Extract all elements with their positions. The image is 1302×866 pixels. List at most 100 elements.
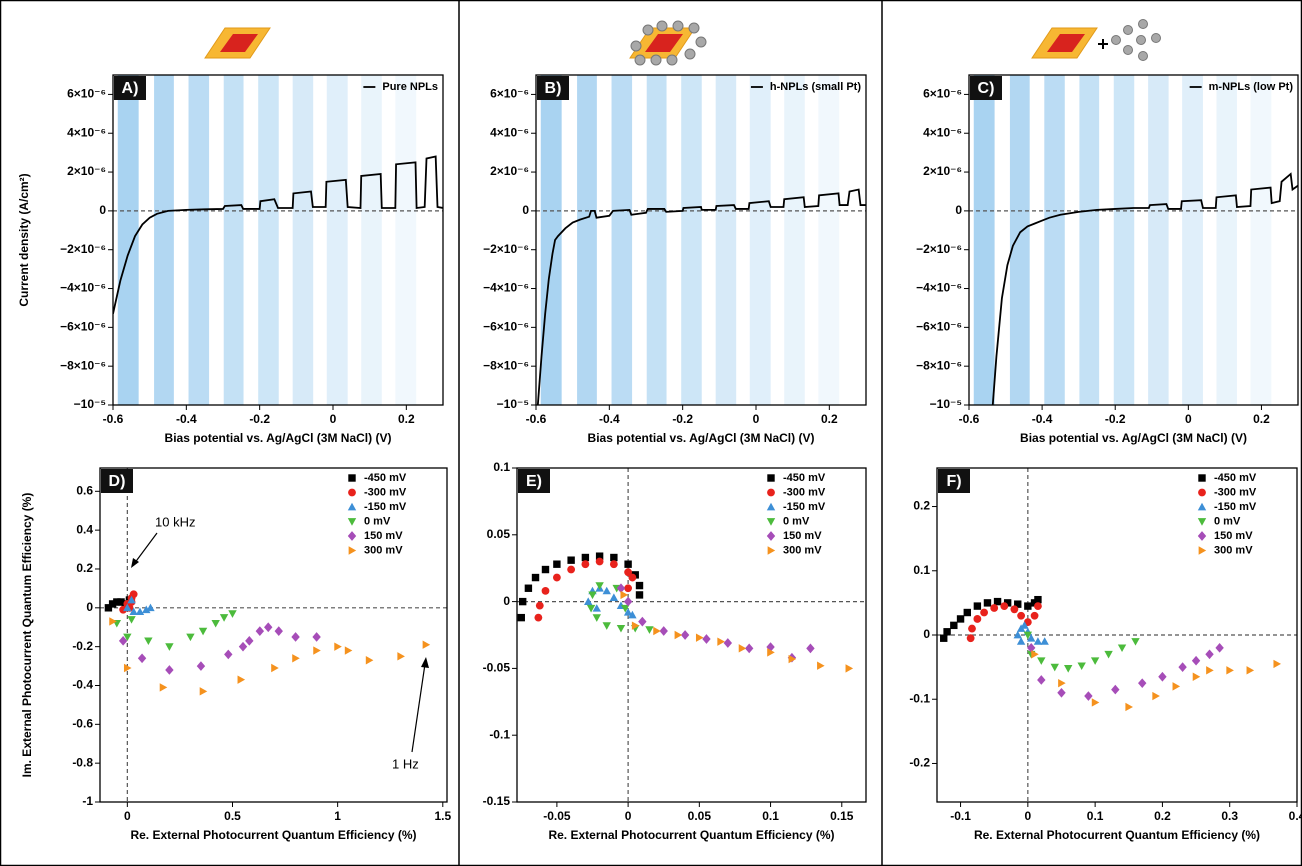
- x-tick-label: -0.6: [959, 412, 980, 426]
- x-tick-label: 0: [1024, 809, 1031, 823]
- legend-label: -300 mV: [364, 486, 407, 498]
- marker: [973, 602, 982, 610]
- panel-label-box: [518, 469, 550, 493]
- y-tick-label: 0.1: [913, 563, 930, 577]
- legend-marker: [347, 531, 357, 541]
- line: [536, 188, 866, 405]
- y-tick-label: 2×10⁻⁶: [923, 164, 962, 178]
- marker: [1205, 649, 1214, 660]
- marker: [517, 613, 525, 622]
- y-tick-label: 0: [923, 627, 930, 641]
- light-band: [1113, 75, 1135, 405]
- annotation-arrow: [421, 657, 429, 668]
- marker: [518, 597, 527, 606]
- x-tick-label: 0.2: [398, 412, 415, 426]
- marker: [968, 624, 976, 633]
- light-band: [540, 75, 562, 405]
- marker: [144, 637, 153, 646]
- panel-label: B): [545, 80, 562, 97]
- x-axis-title: Bias potential vs. Ag/AgCl (3M NaCl) (V): [1020, 431, 1247, 445]
- panel-label-box: [938, 469, 970, 493]
- x-axis-title: Re. External Photocurrent Quantum Effici…: [548, 828, 834, 842]
- legend-label: -450 mV: [1214, 472, 1257, 484]
- legend-label: 0 mV: [783, 515, 810, 527]
- marker: [1030, 611, 1039, 620]
- x-tick-label: -0.05: [543, 809, 571, 823]
- light-band: [292, 75, 314, 405]
- annotation: 1 Hz: [392, 756, 419, 771]
- marker: [628, 610, 637, 619]
- marker: [584, 597, 593, 605]
- panel-label: F): [946, 473, 961, 490]
- marker: [1024, 602, 1032, 610]
- marker: [645, 626, 654, 634]
- marker: [1273, 659, 1282, 669]
- marker: [621, 604, 630, 613]
- x-tick-label: -0.4: [599, 412, 620, 426]
- marker: [993, 597, 1002, 606]
- x-tick-label: 0.1: [1087, 809, 1104, 823]
- light-band: [611, 75, 633, 405]
- line: [113, 155, 443, 314]
- marker: [165, 665, 174, 675]
- marker: [567, 565, 576, 574]
- plot-frame: [516, 467, 867, 803]
- light-band: [749, 75, 771, 405]
- y-tick-label: −8×10⁻⁶: [916, 358, 962, 372]
- panel-label: A): [122, 80, 139, 97]
- marker: [680, 630, 690, 640]
- x-tick-label: 0.4: [1289, 809, 1302, 823]
- x-tick-label: 0: [124, 809, 131, 823]
- marker: [535, 601, 544, 610]
- line: [991, 172, 1298, 405]
- x-tick-label: 0.3: [1221, 809, 1238, 823]
- marker: [602, 622, 611, 630]
- marker: [1010, 605, 1019, 614]
- icon-mixture: [1031, 19, 1161, 61]
- marker: [767, 648, 775, 657]
- light-band: [154, 75, 174, 405]
- annotation-arrow: [411, 663, 426, 753]
- legend-marker: [1197, 518, 1207, 526]
- y-tick-label: 0.6: [76, 483, 93, 497]
- marker: [788, 654, 797, 664]
- marker: [586, 604, 596, 613]
- marker: [1016, 637, 1026, 645]
- y-tick-label: −4×10⁻⁶: [483, 281, 529, 295]
- marker: [397, 652, 405, 661]
- marker: [1172, 682, 1181, 691]
- panel-label-box: [101, 469, 133, 493]
- marker: [1091, 698, 1100, 707]
- marker: [635, 591, 644, 599]
- y-tick-label: −10⁻⁵: [497, 397, 529, 411]
- legend-marker: [1198, 474, 1206, 482]
- marker: [541, 587, 550, 595]
- x-tick-label: 0.2: [1154, 809, 1171, 823]
- marker: [717, 637, 725, 646]
- marker: [196, 661, 206, 671]
- y-tick-label: 6×10⁻⁶: [67, 87, 106, 101]
- marker: [1131, 638, 1140, 646]
- y-axis-title: Current density (A/cm²): [17, 173, 31, 306]
- light-band: [646, 75, 667, 405]
- y-tick-label: 0: [86, 600, 93, 614]
- marker: [541, 565, 550, 574]
- x-tick-label: -0.2: [249, 412, 270, 426]
- marker: [595, 582, 604, 590]
- y-tick-label: 2×10⁻⁶: [67, 164, 106, 178]
- legend-marker: [1198, 546, 1207, 555]
- marker: [108, 600, 117, 608]
- plot-frame: [112, 74, 444, 406]
- marker: [1117, 644, 1127, 653]
- plot-frame: [535, 74, 867, 406]
- marker: [344, 646, 353, 655]
- marker: [1050, 663, 1059, 672]
- y-tick-label: 0: [522, 203, 529, 217]
- x-tick-label: -0.6: [526, 412, 547, 426]
- y-tick-label: 4×10⁻⁶: [67, 125, 106, 139]
- marker: [567, 556, 575, 564]
- marker: [1037, 657, 1046, 665]
- y-axis-title: Im. External Photocurrent Quantum Effici…: [20, 493, 34, 778]
- x-axis-title: Re. External Photocurrent Quantum Effici…: [130, 828, 416, 842]
